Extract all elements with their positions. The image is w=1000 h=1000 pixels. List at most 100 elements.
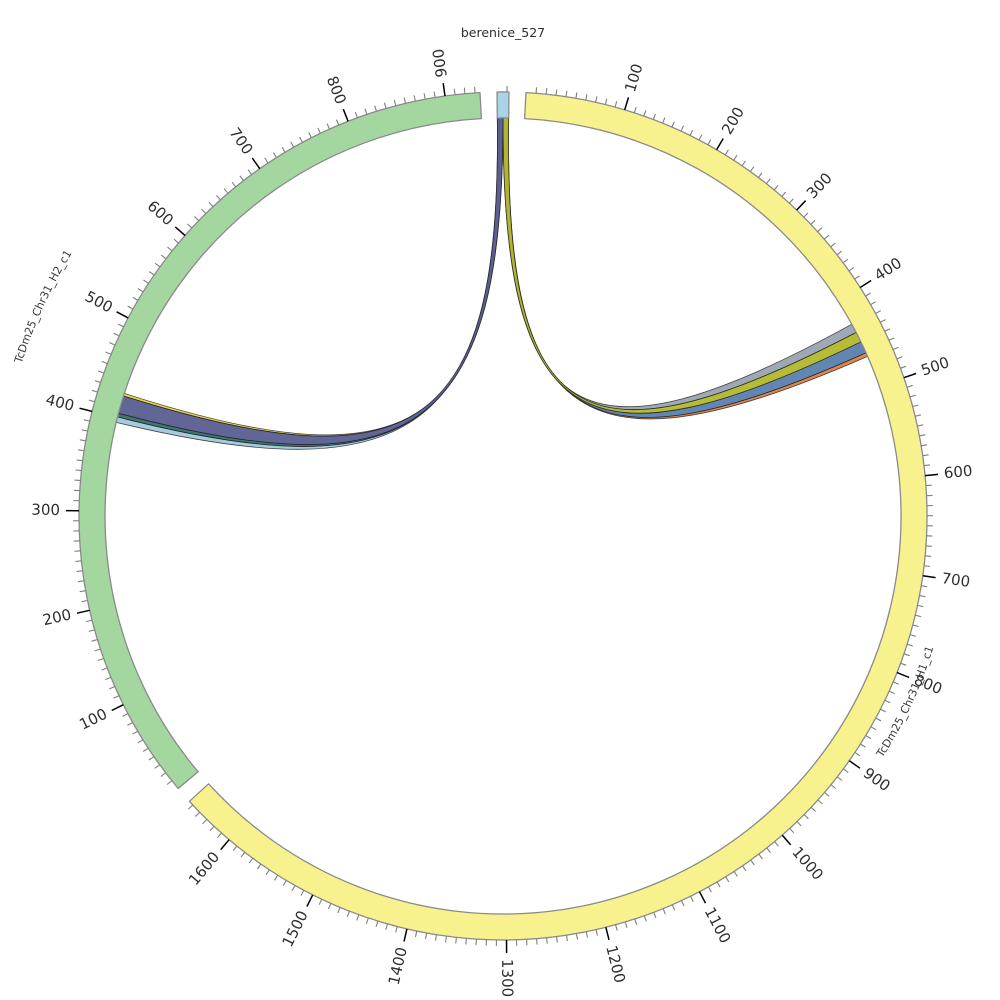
minor-tick xyxy=(154,262,161,268)
minor-tick xyxy=(117,323,124,328)
minor-tick xyxy=(299,136,303,143)
major-tick xyxy=(903,372,917,379)
major-tick xyxy=(781,834,792,846)
minor-tick xyxy=(101,360,108,365)
minor-tick xyxy=(113,695,120,699)
minor-tick xyxy=(906,643,914,647)
minor-tick xyxy=(142,747,149,752)
minor-tick xyxy=(127,305,134,310)
tick-label-TcDm25_Chr31_H2_c1-400: 400 xyxy=(44,390,76,415)
major-tick xyxy=(76,609,90,614)
minor-tick xyxy=(830,242,836,248)
tick-label-TcDm25_Chr31_H1_c1-700: 700 xyxy=(940,569,971,591)
minor-tick xyxy=(76,459,83,462)
tick-label-TcDm25_Chr31_H2_c1-700: 700 xyxy=(226,124,257,158)
major-tick xyxy=(925,473,939,477)
minor-tick xyxy=(888,337,895,341)
minor-tick xyxy=(923,464,931,467)
minor-tick xyxy=(88,399,95,403)
minor-tick xyxy=(914,414,922,417)
minor-tick xyxy=(733,871,738,877)
major-tick xyxy=(848,760,861,769)
minor-tick xyxy=(74,550,81,552)
minor-tick xyxy=(921,585,928,588)
minor-tick xyxy=(127,722,133,726)
minor-tick xyxy=(274,874,279,881)
minor-tick xyxy=(137,739,144,744)
minor-tick xyxy=(912,404,919,408)
tick-label-TcDm25_Chr31_H1_c1-1300: 1300 xyxy=(498,959,516,997)
minor-tick xyxy=(208,201,214,207)
minor-tick xyxy=(393,99,397,106)
minor-tick xyxy=(915,614,922,618)
minor-tick xyxy=(774,841,779,847)
minor-tick xyxy=(924,565,931,568)
minor-tick xyxy=(585,94,588,101)
minor-tick xyxy=(536,938,538,945)
minor-tick xyxy=(888,690,895,695)
minor-tick xyxy=(555,89,558,96)
major-tick xyxy=(796,200,807,211)
minor-tick xyxy=(248,857,254,864)
minor-tick xyxy=(652,113,656,120)
major-tick xyxy=(715,138,724,151)
minor-tick xyxy=(900,662,907,666)
minor-tick xyxy=(414,930,418,938)
minor-tick xyxy=(215,195,221,201)
tick-label-TcDm25_Chr31_H2_c1-100: 100 xyxy=(76,705,110,734)
minor-tick xyxy=(354,111,358,118)
minor-tick xyxy=(187,223,193,229)
minor-tick xyxy=(671,121,675,128)
minor-tick xyxy=(842,258,849,264)
tick-label-TcDm25_Chr31_H2_c1-300: 300 xyxy=(31,501,60,519)
minor-tick xyxy=(364,108,368,115)
minor-tick xyxy=(98,370,104,374)
minor-tick xyxy=(365,917,369,924)
minor-tick xyxy=(375,920,379,927)
minor-tick xyxy=(865,292,871,297)
major-tick xyxy=(306,894,314,907)
minor-tick xyxy=(239,175,245,181)
minor-tick xyxy=(86,619,93,623)
minor-tick xyxy=(836,250,843,256)
minor-tick xyxy=(101,667,108,671)
tick-label-TcDm25_Chr31_H1_c1-1400: 1400 xyxy=(385,945,411,986)
minor-tick xyxy=(83,419,90,422)
tick-label-TcDm25_Chr31_H1_c1-1100: 1100 xyxy=(701,904,735,946)
minor-tick xyxy=(88,629,95,632)
tick-labels-layer: 100 200 300 400 500 600 700 800 900 1000 1100 1200 1… xyxy=(31,48,973,998)
minor-tick xyxy=(74,479,81,482)
minor-tick xyxy=(109,685,116,690)
minor-tick xyxy=(132,296,139,301)
minor-tick xyxy=(796,821,802,827)
minor-tick xyxy=(167,246,173,252)
minor-tick xyxy=(707,886,712,893)
minor-tick xyxy=(615,924,618,931)
major-tick xyxy=(116,311,129,319)
minor-tick xyxy=(91,638,98,642)
minor-tick xyxy=(662,908,666,915)
minor-tick xyxy=(290,141,295,148)
minor-tick xyxy=(681,900,685,907)
minor-tick xyxy=(903,653,910,657)
minor-tick xyxy=(817,799,823,805)
minor-tick xyxy=(643,110,647,117)
minor-tick xyxy=(773,185,779,191)
minor-tick xyxy=(643,915,647,922)
major-tick xyxy=(111,704,124,712)
tick-label-TcDm25_Chr31_H1_c1-600: 600 xyxy=(943,462,973,483)
major-tick xyxy=(79,407,93,413)
minor-tick xyxy=(335,119,340,126)
minor-tick xyxy=(395,926,398,933)
minor-tick xyxy=(545,88,548,95)
minor-tick xyxy=(79,590,86,593)
minor-tick xyxy=(195,811,201,817)
minor-tick xyxy=(680,125,685,132)
minor-tick xyxy=(875,310,882,314)
minor-tick xyxy=(880,708,887,713)
minor-tick xyxy=(614,101,618,108)
minor-tick xyxy=(94,380,101,384)
minor-tick xyxy=(346,910,350,918)
minor-tick xyxy=(166,780,173,785)
tick-label-TcDm25_Chr31_H2_c1-900: 900 xyxy=(429,48,451,79)
